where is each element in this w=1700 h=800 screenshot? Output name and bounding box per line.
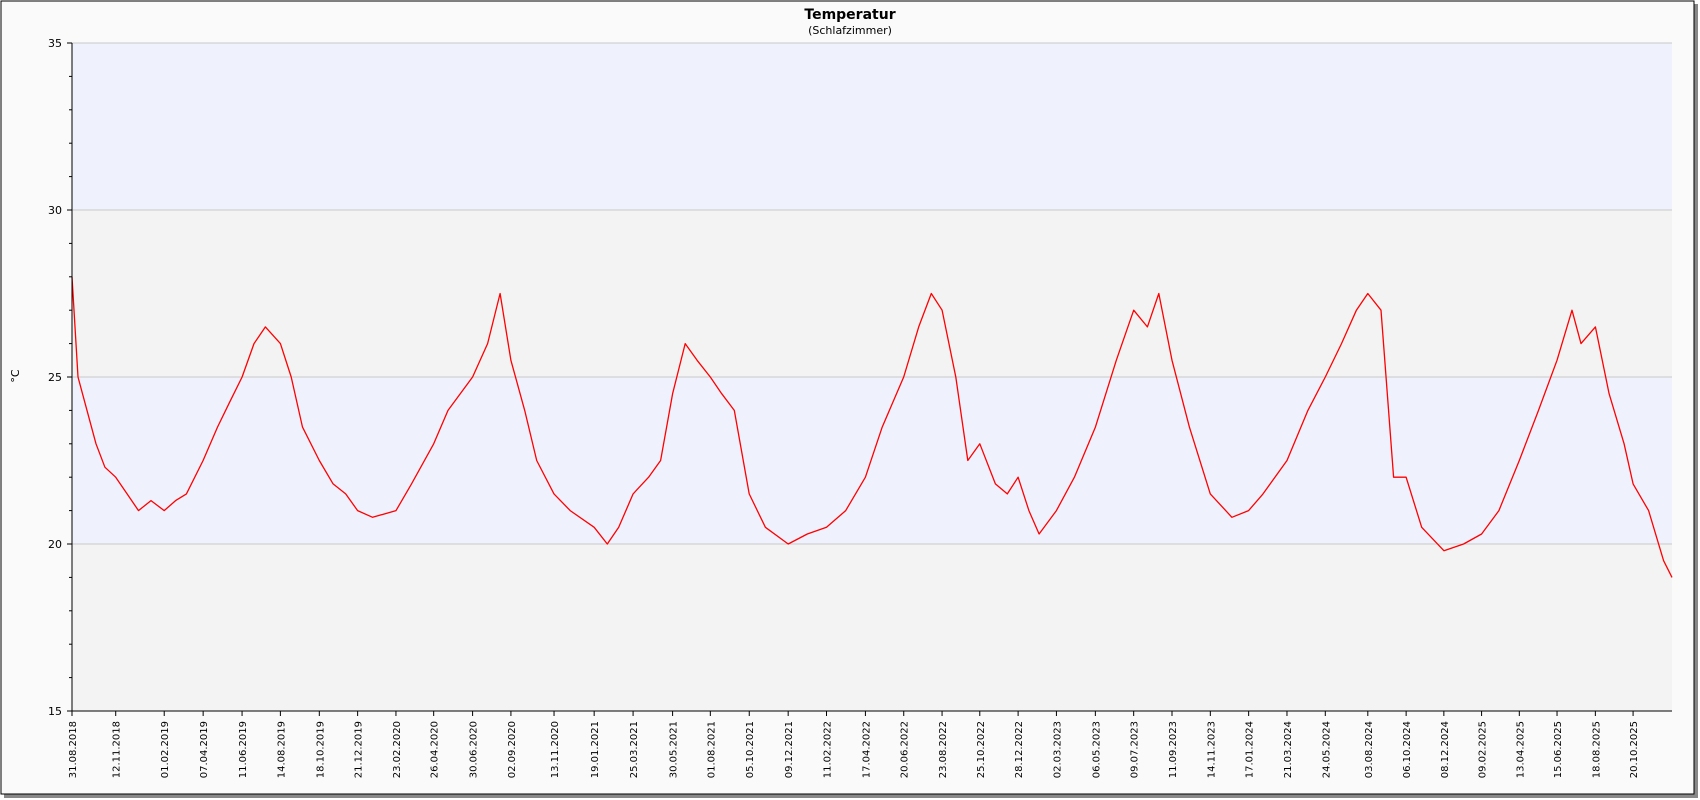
x-tick-label: 09.12.2021 (784, 721, 795, 778)
x-tick-label: 02.09.2020 (507, 721, 518, 778)
y-tick-label: 30 (48, 204, 62, 217)
y-axis-ticks: 15 20 25 30 35 (48, 37, 72, 718)
x-tick-label: 30.05.2021 (669, 721, 680, 778)
background-band (72, 43, 1672, 210)
x-tick-label: 03.08.2024 (1364, 721, 1375, 778)
x-tick-label: 31.08.2018 (68, 721, 79, 778)
x-tick-label: 06.10.2024 (1402, 721, 1413, 778)
x-tick-label: 14.11.2023 (1206, 721, 1217, 778)
x-tick-label: 20.06.2022 (900, 721, 911, 778)
x-tick-label: 01.02.2019 (160, 721, 171, 778)
x-tick-label: 02.03.2023 (1052, 721, 1063, 778)
x-tick-label: 13.04.2025 (1515, 721, 1526, 778)
x-tick-label: 18.08.2025 (1591, 721, 1602, 778)
x-tick-label: 30.06.2020 (469, 721, 480, 778)
x-tick-label: 25.10.2022 (976, 721, 987, 778)
x-tick-label: 17.01.2024 (1245, 721, 1256, 778)
x-tick-label: 25.03.2021 (629, 721, 640, 778)
x-tick-label: 09.07.2023 (1130, 721, 1141, 778)
gridlines (72, 42, 1672, 545)
x-tick-label: 23.08.2022 (938, 721, 949, 778)
y-tick-label: 25 (48, 371, 62, 384)
x-tick-label: 01.08.2021 (706, 721, 717, 778)
y-tick-label: 20 (48, 538, 62, 551)
x-tick-label: 07.04.2019 (199, 721, 210, 778)
x-tick-label: 15.06.2025 (1553, 721, 1564, 778)
background-band (72, 377, 1672, 544)
background-band (72, 210, 1672, 377)
temperature-series-line (71, 276, 1673, 578)
x-tick-label: 11.02.2022 (822, 721, 833, 778)
x-tick-label: 26.04.2020 (430, 721, 441, 778)
chart-title: Temperatur (804, 7, 895, 23)
x-tick-label: 11.06.2019 (238, 721, 249, 778)
y-axis-label: °C (9, 369, 22, 383)
x-tick-label: 24.05.2024 (1321, 721, 1332, 778)
x-tick-label: 19.01.2021 (590, 721, 601, 778)
x-tick-label: 14.08.2019 (276, 721, 287, 778)
x-tick-label: 13.11.2020 (550, 721, 561, 778)
x-tick-label: 12.11.2018 (112, 721, 123, 778)
x-tick-label: 06.05.2023 (1091, 721, 1102, 778)
x-tick-label: 18.10.2019 (315, 721, 326, 778)
x-tick-label: 20.10.2025 (1629, 721, 1640, 778)
x-tick-label: 17.04.2022 (861, 721, 872, 778)
y-tick-label: 15 (48, 705, 62, 718)
x-tick-label: 21.03.2024 (1283, 721, 1294, 778)
x-tick-label: 28.12.2022 (1014, 721, 1025, 778)
chart-subtitle: (Schlafzimmer) (808, 24, 892, 37)
x-axis-ticks: 31.08.2018 12.11.2018 01.02.2019 07.04.2019… (68, 711, 1640, 778)
x-tick-label: 09.02.2025 (1478, 721, 1489, 778)
x-tick-label: 05.10.2021 (745, 721, 756, 778)
x-tick-label: 08.12.2024 (1440, 721, 1451, 778)
x-tick-label: 11.09.2023 (1168, 721, 1179, 778)
y-tick-label: 35 (48, 37, 62, 50)
x-tick-label: 23.02.2020 (392, 721, 403, 778)
background-bands (72, 43, 1672, 711)
x-tick-label: 21.12.2019 (354, 721, 365, 778)
background-band (72, 544, 1672, 711)
series-layer (71, 276, 1673, 578)
